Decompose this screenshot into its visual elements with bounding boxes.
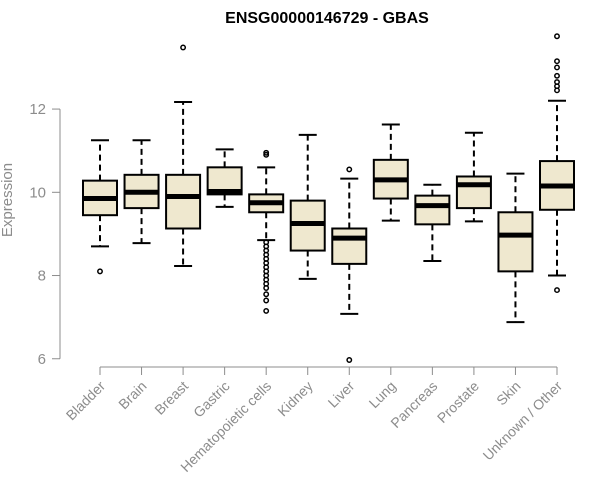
outlier-6-0: [346, 166, 353, 173]
box-group-3: [206, 148, 243, 208]
chart-title: ENSG00000146729 - GBAS: [225, 10, 429, 27]
box-series: [82, 33, 575, 363]
box-group-11: [539, 33, 575, 294]
outlier-11-3: [554, 72, 560, 79]
y-axis-label: Expression: [0, 163, 16, 237]
x-tick-label-1: Brain: [115, 378, 149, 412]
box-10: [497, 211, 534, 273]
outlier-4-13: [263, 285, 270, 291]
box-group-4: [248, 149, 285, 314]
outlier-4-0: [263, 151, 270, 158]
outlier-6-1: [346, 357, 353, 363]
box-group-1: [123, 139, 160, 245]
outlier-4-16: [263, 307, 270, 314]
y-tick-label-12: 12: [29, 101, 46, 118]
y-tick-label-10: 10: [29, 184, 46, 201]
outlier-11-2: [554, 64, 560, 71]
box-group-7: [372, 123, 409, 222]
outlier-4-14: [263, 291, 270, 298]
box-group-10: [497, 172, 534, 324]
outlier-4-15: [263, 297, 270, 304]
y-tick-label-8: 8: [38, 268, 46, 285]
box-group-9: [455, 131, 492, 223]
x-tick-label-7: Lung: [366, 378, 399, 411]
x-tick-label-6: Liver: [325, 378, 358, 411]
outlier-11-1: [554, 58, 560, 65]
box-2: [165, 173, 202, 230]
outlier-11-7: [554, 287, 560, 294]
box-6: [331, 227, 368, 265]
box-group-5: [289, 133, 326, 280]
outlier-4-1: [263, 149, 270, 156]
box-group-8: [414, 183, 451, 262]
outlier-0-0: [97, 268, 103, 275]
y-axis: 6 8 10 12: [29, 101, 61, 368]
y-tick-label-6: 6: [38, 351, 46, 368]
x-tick-label-0: Bladder: [63, 378, 109, 424]
x-tick-label-10: Skin: [493, 378, 524, 409]
outlier-11-0: [554, 33, 560, 40]
box-9: [455, 175, 492, 210]
outlier-2-0: [180, 44, 187, 51]
box-group-0: [82, 139, 118, 275]
box-group-2: [165, 44, 202, 267]
box-8: [414, 194, 451, 226]
outlier-11-6: [554, 87, 560, 94]
x-tick-label-5: Kidney: [274, 378, 316, 420]
x-tick-label-2: Breast: [151, 378, 191, 418]
box-group-6: [331, 166, 368, 363]
x-tick-label-11: Unknown / Other: [480, 378, 566, 464]
x-tick-label-9: Prostate: [434, 378, 482, 426]
